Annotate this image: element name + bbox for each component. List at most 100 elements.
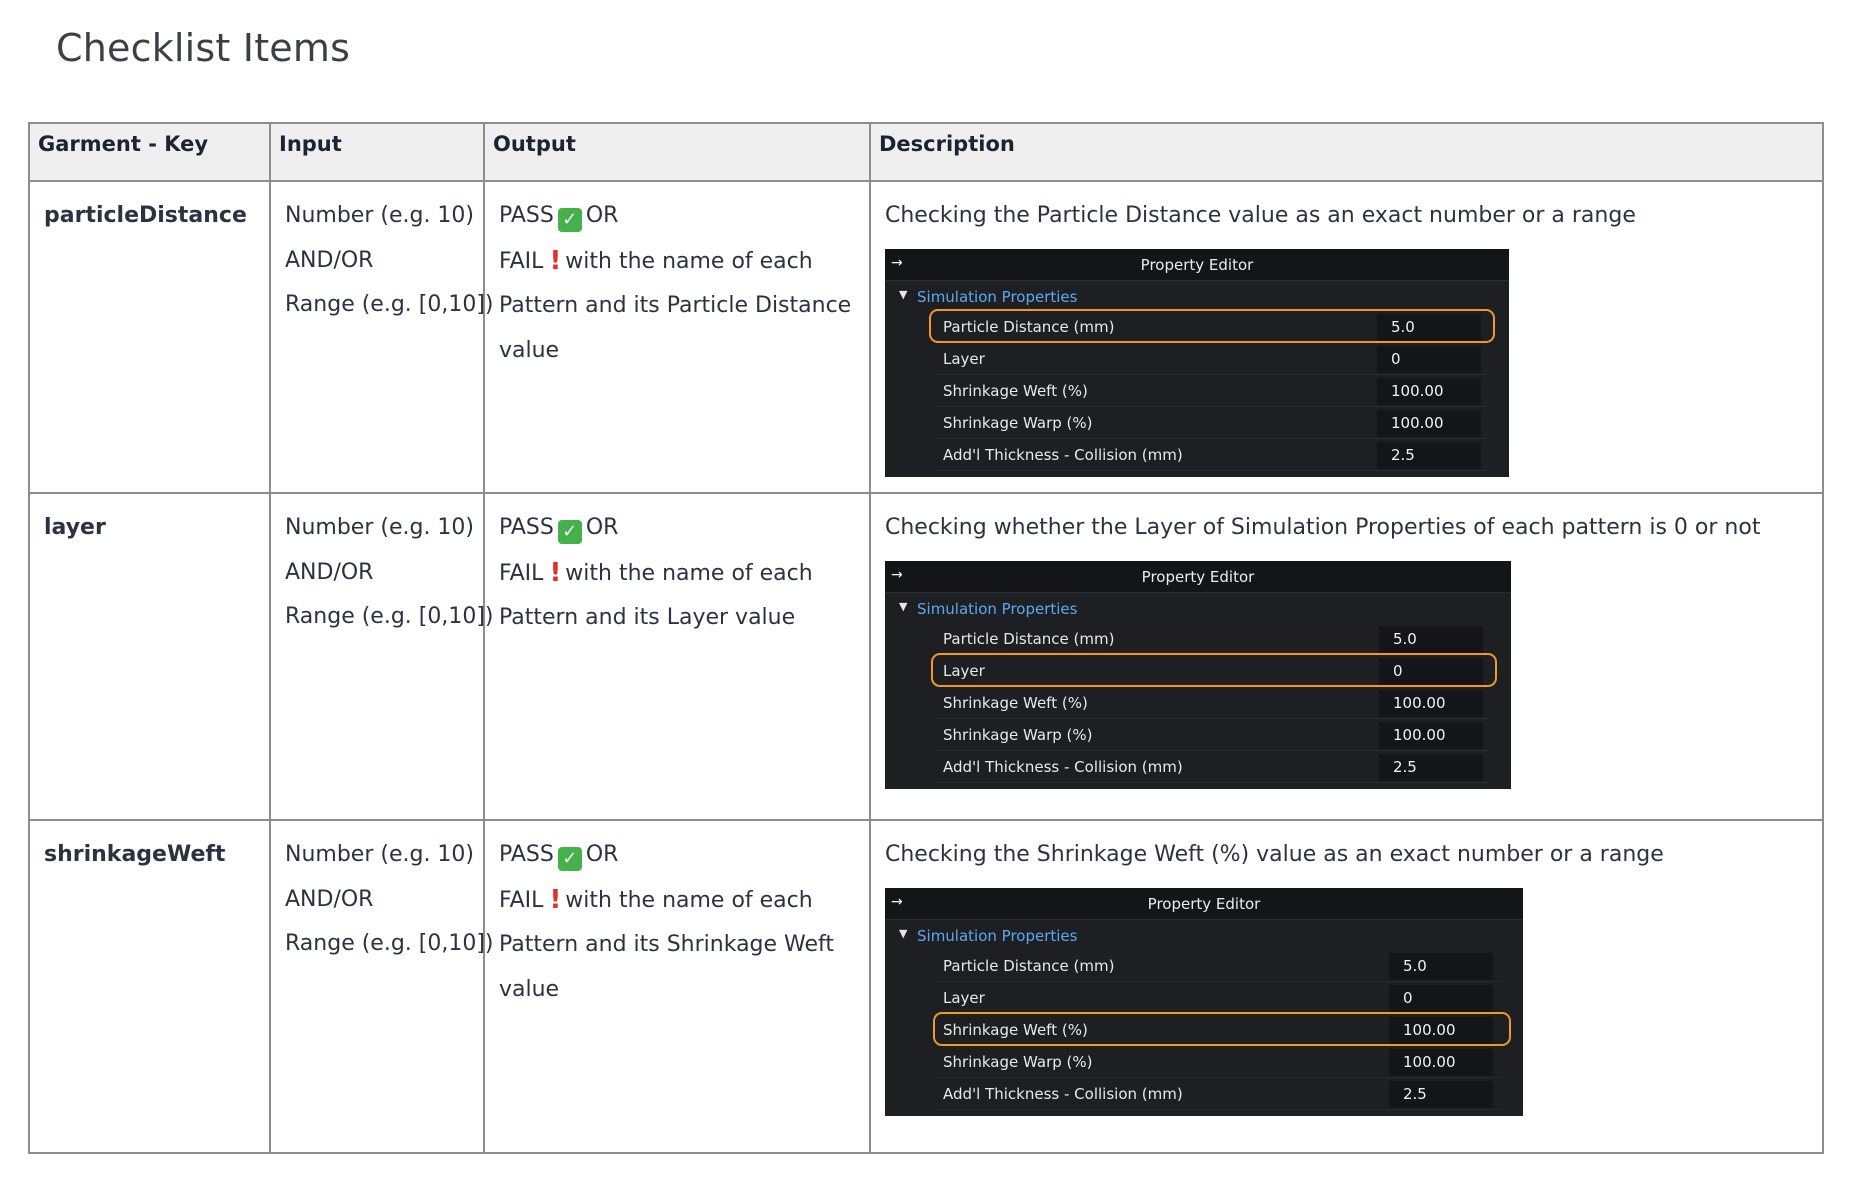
header-output: Output: [483, 122, 871, 182]
property-label: Shrinkage Warp (%): [943, 725, 1093, 744]
editor-bottom-spacer: [885, 1110, 1523, 1116]
input-cell: Number (e.g. 10) AND/OR Range (e.g. [0,10]…: [269, 819, 494, 1154]
triangle-down-icon: ▼: [899, 599, 908, 613]
property-row: Particle Distance (mm) 5.0: [885, 311, 1509, 343]
input-line: AND/OR: [285, 247, 374, 273]
description-text: Checking whether the Layer of Simulation…: [885, 515, 1761, 540]
simulation-properties-section: ▼ Simulation Properties: [885, 281, 1509, 311]
property-label: Shrinkage Weft (%): [943, 1020, 1088, 1039]
description-cell: Checking the Particle Distance value as …: [869, 180, 1824, 494]
fail-text: with the name of each: [565, 248, 813, 274]
pass-word: PASS: [499, 203, 554, 228]
property-value: 100.00: [1389, 1048, 1493, 1076]
output-pass-line: PASS ✓ OR: [499, 506, 855, 551]
property-label: Shrinkage Weft (%): [943, 381, 1088, 400]
fail-word: FAIL: [499, 248, 544, 274]
property-value: 5.0: [1379, 625, 1483, 653]
property-label: Layer: [943, 988, 985, 1007]
property-row: Shrinkage Weft (%) 100.00: [885, 1014, 1523, 1046]
property-value: 5.0: [1377, 313, 1481, 341]
property-editor-title: Property Editor: [1141, 567, 1255, 586]
property-label: Shrinkage Warp (%): [943, 1052, 1093, 1071]
or-word: OR: [585, 842, 619, 867]
output-continuation-line: Pattern and its Shrinkage Weft: [499, 932, 835, 957]
property-row: Particle Distance (mm) 5.0: [885, 950, 1523, 982]
description-text: Checking the Particle Distance value as …: [885, 203, 1636, 228]
arrow-right-icon: →: [891, 254, 903, 271]
property-value: 2.5: [1389, 1080, 1493, 1108]
property-label: Add'l Thickness - Collision (mm): [943, 1084, 1183, 1103]
property-value: 0: [1389, 984, 1493, 1012]
arrow-right-icon: →: [891, 566, 903, 583]
highlight-box: [931, 652, 1497, 687]
triangle-down-icon: ▼: [899, 287, 908, 301]
property-row: Shrinkage Warp (%) 100.00: [885, 407, 1509, 439]
description-cell: Checking the Shrinkage Weft (%) value as…: [869, 819, 1824, 1154]
property-value: 0: [1379, 657, 1483, 685]
fail-word: FAIL: [499, 560, 544, 586]
property-label: Add'l Thickness - Collision (mm): [943, 757, 1183, 776]
exclamation-icon: !: [549, 245, 562, 276]
row-divider: [935, 373, 1487, 375]
property-label: Shrinkage Warp (%): [943, 413, 1093, 432]
output-pass-line: PASS ✓ OR: [499, 194, 855, 239]
section-label: Simulation Properties: [917, 926, 1078, 945]
property-label: Particle Distance (mm): [943, 956, 1115, 975]
simulation-properties-section: ▼ Simulation Properties: [885, 920, 1523, 950]
output-cell: PASS ✓ OR FAIL! with the name of each Pattern…: [483, 819, 871, 1154]
row-divider: [935, 469, 1487, 471]
output-pass-line: PASS ✓ OR: [499, 833, 855, 878]
property-editor-screenshot: → Property Editor ▼ Simulation Properties Pa…: [885, 887, 1523, 1116]
exclamation-icon: !: [549, 557, 562, 588]
input-cell: Number (e.g. 10) AND/OR Range (e.g. [0,10]…: [269, 492, 494, 821]
property-value: 100.00: [1377, 377, 1481, 405]
row-divider: [935, 1108, 1501, 1110]
property-row: Shrinkage Weft (%) 100.00: [885, 375, 1509, 407]
input-line: Number (e.g. 10): [285, 515, 475, 540]
property-row: Add'l Thickness - Collision (mm) 2.5: [885, 751, 1511, 783]
property-value: 2.5: [1379, 753, 1483, 781]
section-label: Simulation Properties: [917, 287, 1078, 306]
input-line: Range (e.g. [0,10]): [285, 604, 494, 629]
property-row: Shrinkage Warp (%) 100.00: [885, 719, 1511, 751]
input-line: Range (e.g. [0,10]): [285, 931, 494, 956]
row-divider: [935, 405, 1487, 407]
property-row: Layer 0: [885, 343, 1509, 375]
header-key: Garment - Key: [28, 122, 271, 182]
property-row: Add'l Thickness - Collision (mm) 2.5: [885, 1078, 1523, 1110]
check-mark-icon: ✓: [557, 847, 582, 871]
property-row: Shrinkage Warp (%) 100.00: [885, 1046, 1523, 1078]
property-value: 2.5: [1377, 441, 1481, 469]
highlight-box: [933, 1011, 1511, 1046]
input-line: Number (e.g. 10): [285, 203, 475, 228]
output-continuation-line: value: [499, 976, 560, 1002]
property-editor-header: → Property Editor: [885, 248, 1509, 281]
table-row: layer Number (e.g. 10) AND/OR Range (e.g. […: [28, 492, 1824, 821]
checklist-table: Garment - Key Input Output Description p…: [28, 122, 1824, 1154]
output-fail-line: FAIL! with the name of each: [499, 551, 855, 597]
key-cell: layer: [28, 492, 271, 821]
property-editor-title: Property Editor: [1140, 255, 1254, 274]
exclamation-icon: !: [549, 884, 562, 915]
property-label: Add'l Thickness - Collision (mm): [943, 445, 1183, 464]
property-row: Particle Distance (mm) 5.0: [885, 623, 1511, 655]
property-value: 0: [1377, 345, 1481, 373]
header-description: Description: [869, 122, 1824, 182]
output-cell: PASS ✓ OR FAIL! with the name of each Pattern…: [483, 180, 871, 494]
key-cell: particleDistance: [28, 180, 271, 494]
pass-word: PASS: [499, 515, 554, 540]
property-label: Particle Distance (mm): [943, 629, 1115, 648]
table-body: particleDistance Number (e.g. 10) AND/OR Ra…: [28, 180, 1824, 1154]
arrow-right-icon: →: [891, 893, 903, 910]
row-divider: [935, 980, 1501, 982]
or-word: OR: [585, 203, 619, 228]
output-fail-line: FAIL! with the name of each: [499, 239, 855, 285]
row-divider: [935, 437, 1487, 439]
property-editor-screenshot: → Property Editor ▼ Simulation Properties Pa…: [885, 560, 1511, 789]
input-line: Range (e.g. [0,10]): [285, 292, 494, 317]
property-value: 100.00: [1379, 689, 1483, 717]
table-row: particleDistance Number (e.g. 10) AND/OR Ra…: [28, 180, 1824, 494]
editor-bottom-spacer: [885, 471, 1509, 477]
description-cell: Checking whether the Layer of Simulation…: [869, 492, 1824, 821]
property-row: Shrinkage Weft (%) 100.00: [885, 687, 1511, 719]
